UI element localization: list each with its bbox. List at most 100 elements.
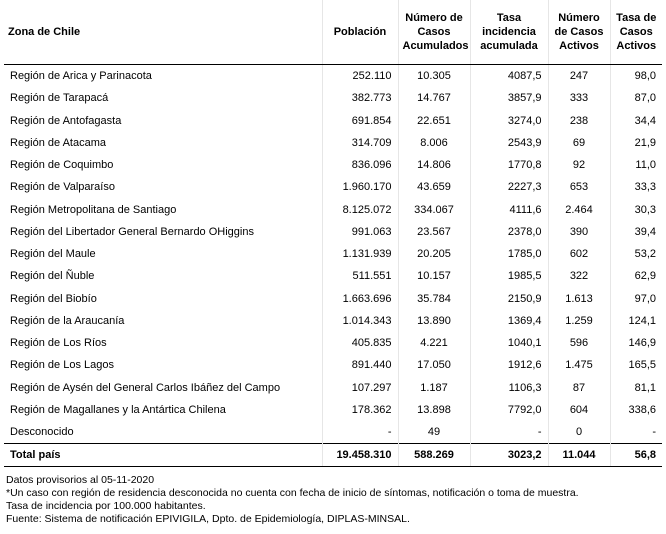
table-cell: 21,9 <box>609 131 662 154</box>
table-row: Región de Arica y Parinacota 252.110 10.30… <box>4 64 662 88</box>
table-cell: 3274,0 <box>469 109 548 132</box>
column-header: Número de Casos Acumulados <box>397 0 470 65</box>
table-cell: - <box>321 421 398 444</box>
table-cell: 1912,6 <box>469 354 548 377</box>
table-cell: Región de Antofagasta <box>10 114 122 127</box>
table-cell: 92 <box>547 154 610 177</box>
table-cell: Región de Los Ríos <box>10 337 107 350</box>
table-cell: - <box>469 421 548 444</box>
table-cell: 43.659 <box>397 176 470 199</box>
table-row: Región del Libertador General Bernardo O… <box>4 220 662 243</box>
table-cell: 10.157 <box>397 265 470 288</box>
table-cell: 0 <box>547 421 610 444</box>
table-cell: 891.440 <box>321 354 398 377</box>
table-cell: 22.651 <box>397 109 470 132</box>
table-cell: 56,8 <box>609 443 662 468</box>
table-cell: Región de Atacama <box>10 136 107 149</box>
table-cell: Región de Valparaíso <box>10 181 115 194</box>
table-cell: 19.458.310 <box>321 443 398 468</box>
table-cell: Total país <box>4 443 322 468</box>
table-cell: 14.767 <box>397 87 470 110</box>
table-cell: 69 <box>547 131 610 154</box>
table-row: Región del Ñuble 511.551 10.157 1985,5 322 62… <box>4 265 662 288</box>
table-cell: 1985,5 <box>469 265 548 288</box>
table-cell: 53,2 <box>609 243 662 266</box>
table-row: Región del Maule 1.131.939 20.205 1785,0 602… <box>4 243 662 266</box>
table-cell: Región del Biobío <box>10 292 97 305</box>
table-cell: 252.110 <box>321 64 398 88</box>
table-cell: 596 <box>547 332 610 355</box>
table-cell: 1.014.343 <box>321 309 398 332</box>
table-cell: 11,0 <box>609 154 662 177</box>
table-cell: Región de la Araucanía <box>10 314 125 327</box>
table-cell: 30,3 <box>609 198 662 221</box>
table-cell: 238 <box>547 109 610 132</box>
table-cell: 333 <box>547 87 610 110</box>
table-cell: 390 <box>547 220 610 243</box>
table-cell: 13.898 <box>397 398 470 421</box>
table-cell: 33,3 <box>609 176 662 199</box>
table-cell: 1.475 <box>547 354 610 377</box>
table-cell: 14.806 <box>397 154 470 177</box>
footnote: Tasa de incidencia por 100.000 habitante… <box>6 500 206 512</box>
table-cell: 81,1 <box>609 376 662 399</box>
table-row: Región de la Araucanía 1.014.343 13.890 136… <box>4 309 662 332</box>
table-cell: 23.567 <box>397 220 470 243</box>
table-cell: Región del Maule <box>10 248 96 261</box>
table-cell: 34,4 <box>609 109 662 132</box>
table-cell: 1785,0 <box>469 243 548 266</box>
table-row: Región Metropolitana de Santiago 8.125.07… <box>4 198 662 221</box>
table-cell: Región del Ñuble <box>10 270 95 283</box>
table-row: Región de Valparaíso 1.960.170 43.659 2227,… <box>4 176 662 199</box>
table-cell: 382.773 <box>321 87 398 110</box>
table-cell: 4111,6 <box>469 198 548 221</box>
table-cell: 1106,3 <box>469 376 548 399</box>
footnotes: Datos provisorios al 05-11-2020 *Un caso … <box>6 474 579 526</box>
table-row: Región del Biobío 1.663.696 35.784 2150,9 1.… <box>4 287 662 310</box>
table-cell: 4.221 <box>397 332 470 355</box>
table-row: Región de Antofagasta 691.854 22.651 3274,0… <box>4 109 662 132</box>
table-cell: 1.187 <box>397 376 470 399</box>
column-header: Zona de Chile <box>4 0 322 65</box>
table-cell: 39,4 <box>609 220 662 243</box>
table-cell: Región de Arica y Parinacota <box>10 70 152 83</box>
table-cell: 1.131.939 <box>321 243 398 266</box>
table-cell: 10.305 <box>397 64 470 88</box>
table-cell: 1369,4 <box>469 309 548 332</box>
table-cell: 178.362 <box>321 398 398 421</box>
table-row: Región de Tarapacá 382.773 14.767 3857,9 333… <box>4 87 662 110</box>
table-cell: 98,0 <box>609 64 662 88</box>
table-cell: 338,6 <box>609 398 662 421</box>
table-cell: Desconocido <box>10 426 74 439</box>
column-header: Número de Casos Activos <box>547 0 610 65</box>
table-cell: 8.125.072 <box>321 198 398 221</box>
table-cell: 1040,1 <box>469 332 548 355</box>
table-cell: Región de Coquimbo <box>10 159 114 172</box>
table-cell: 1.960.170 <box>321 176 398 199</box>
column-header: Tasa incidencia acumulada <box>469 0 548 65</box>
table-row: Región de Coquimbo 836.096 14.806 1770,8 92 1… <box>4 154 662 177</box>
table-row: Región de Magallanes y la Antártica Chil… <box>4 398 662 421</box>
column-header: Población <box>321 0 398 65</box>
table-cell: 1.663.696 <box>321 287 398 310</box>
table-cell: 3023,2 <box>469 443 548 468</box>
table-cell: Región de Magallanes y la Antártica Chil… <box>10 403 226 416</box>
table-cell: 11.044 <box>547 443 610 468</box>
table-row: Región de Aysén del General Carlos Ibáñe… <box>4 376 662 399</box>
footnote: Datos provisorios al 05-11-2020 <box>6 474 155 486</box>
table-cell: 588.269 <box>397 443 470 468</box>
total-row: Total país 19.458.310 588.269 3023,2 11.044 5… <box>4 443 662 468</box>
table-cell: 165,5 <box>609 354 662 377</box>
table-cell: 7792,0 <box>469 398 548 421</box>
table-cell: 13.890 <box>397 309 470 332</box>
table-cell: 97,0 <box>609 287 662 310</box>
table-row: Región de Atacama 314.709 8.006 2543,9 69 21,… <box>4 131 662 154</box>
table-cell: 602 <box>547 243 610 266</box>
table-cell: Región de Tarapacá <box>10 92 109 105</box>
table-cell: 3857,9 <box>469 87 548 110</box>
table-cell: 107.297 <box>321 376 398 399</box>
table-cell: 2378,0 <box>469 220 548 243</box>
table-cell: 35.784 <box>397 287 470 310</box>
table-cell: 2150,9 <box>469 287 548 310</box>
table-cell: 87 <box>547 376 610 399</box>
